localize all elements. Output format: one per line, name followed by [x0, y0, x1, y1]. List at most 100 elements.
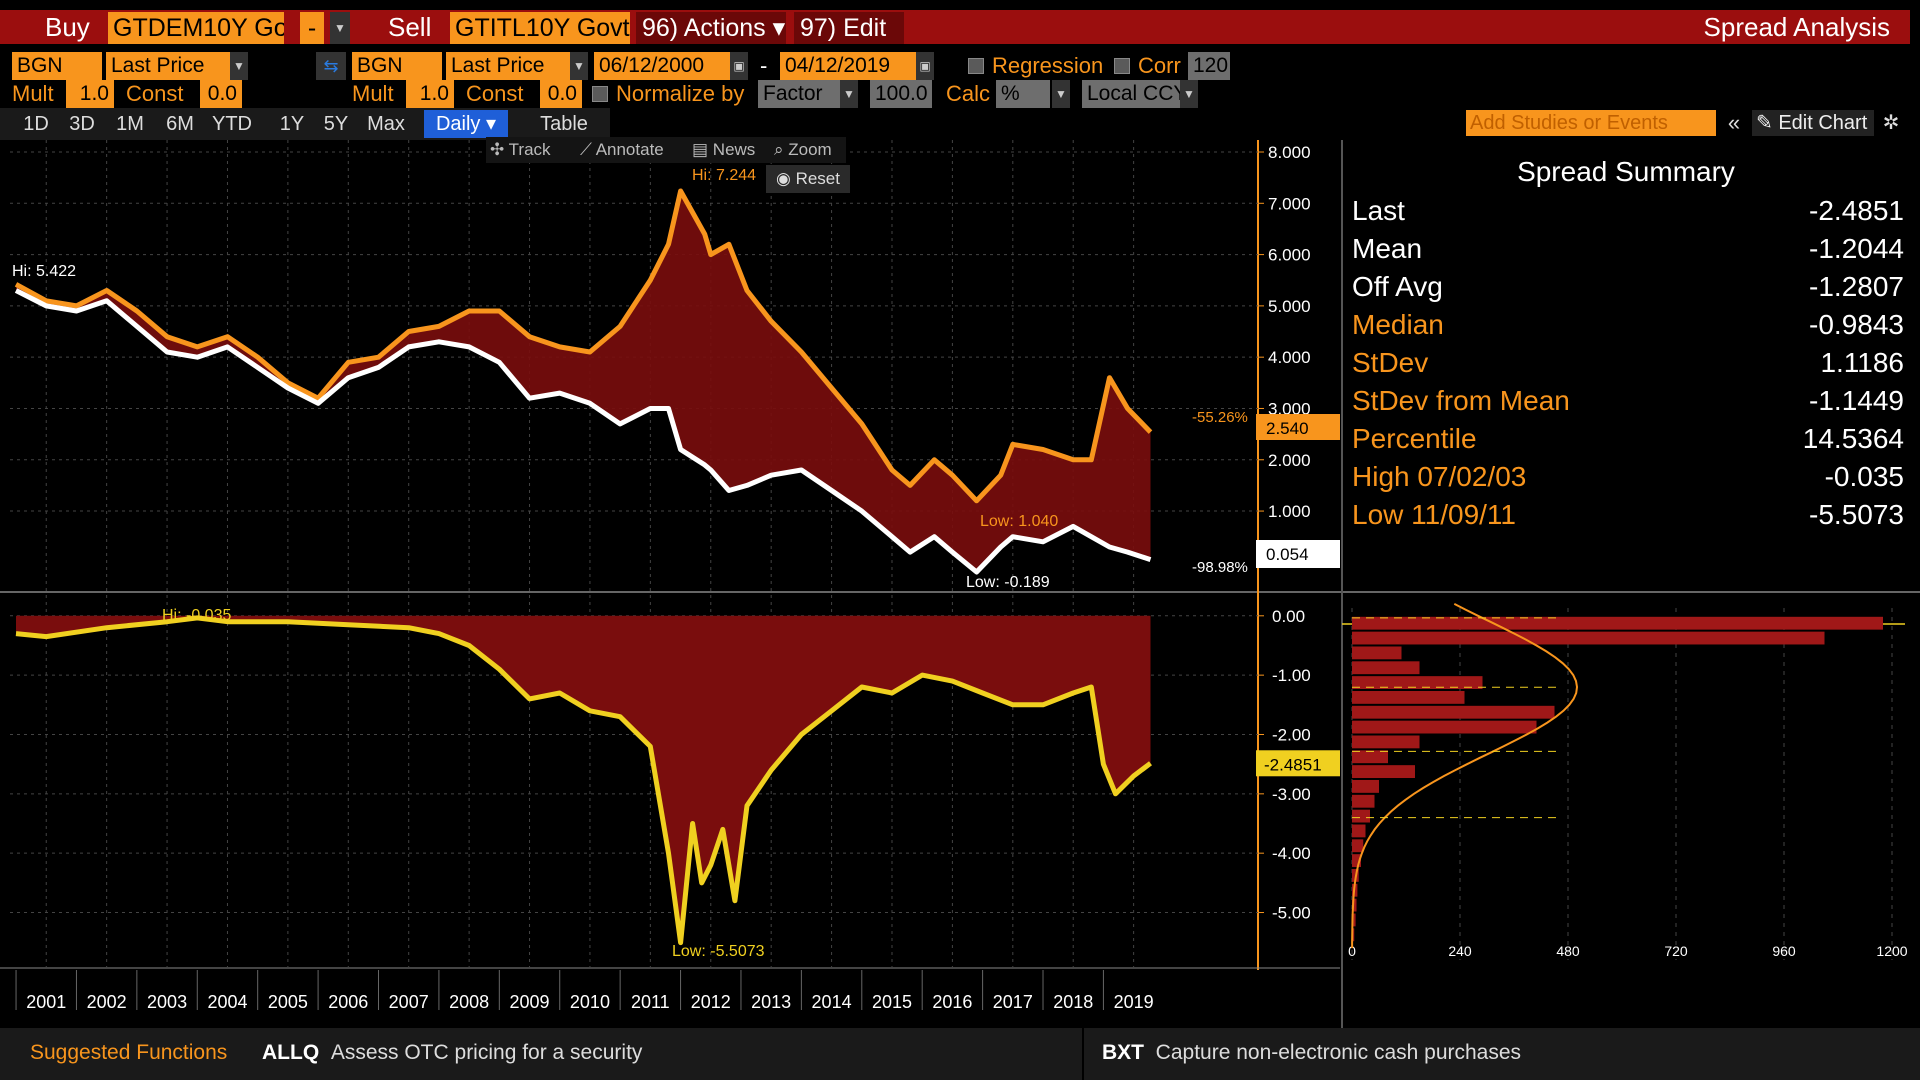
hist-bar	[1352, 676, 1483, 689]
factor-dropdown-icon[interactable]: ▼	[840, 80, 858, 108]
const2-field[interactable]: 0.0	[540, 80, 582, 108]
mult1-field[interactable]: 1.0	[66, 80, 114, 108]
hist-bar	[1352, 913, 1356, 927]
normal-curve	[1351, 603, 1579, 949]
regression-checkbox[interactable]	[968, 58, 984, 74]
period-tab-3d[interactable]: 3D	[69, 113, 95, 135]
gear-icon[interactable]: ✲	[1882, 112, 1900, 134]
spread-chart[interactable]: 2001 2002 2003 2004 2005 2006 2007 2008 2009 2010…	[0, 140, 1920, 1060]
source1-field[interactable]: BGN	[12, 52, 102, 80]
hist-bar	[1352, 616, 1883, 630]
x-tick-label: 2013	[751, 992, 791, 1012]
news-label: News	[712, 140, 756, 159]
period-tab-1d[interactable]: 1D	[23, 113, 49, 135]
period-tab-max[interactable]: Max	[367, 113, 405, 135]
pct-orange-label: -55.26%	[1192, 409, 1248, 426]
normalize-checkbox[interactable]	[592, 86, 608, 102]
edit-menu[interactable]: 97) Edit ▾	[794, 12, 904, 74]
sell-ticker-field[interactable]: GTITL10Y Govt	[450, 12, 630, 44]
edit-chart-label: Edit Chart	[1778, 112, 1868, 134]
daily-select[interactable]: Daily ▾	[424, 110, 508, 138]
x-tick-label: 2010	[570, 992, 610, 1012]
normalize-label: Normalize by	[616, 81, 745, 106]
hist-bar	[1352, 898, 1357, 912]
calc-select[interactable]: %	[996, 80, 1050, 108]
zoom-label: Zoom	[788, 140, 832, 159]
hist-bar	[1352, 765, 1415, 778]
const1-field[interactable]: 0.0	[200, 80, 242, 108]
summary-row: High 07/02/03 -0.035	[1352, 459, 1904, 495]
period-tab-1m[interactable]: 1M	[116, 113, 144, 135]
summary-label: Last	[1352, 195, 1405, 226]
zoom-tool[interactable]: ⌕ Zoom	[774, 138, 832, 162]
pencil-icon: ✎	[1756, 112, 1773, 134]
source2-field[interactable]: BGN	[352, 52, 442, 80]
footer-fn-bxt[interactable]: BXT Capture non-electronic cash purchase…	[1102, 1038, 1521, 1068]
summary-label: StDev	[1352, 347, 1429, 378]
table-tab[interactable]: Table	[540, 113, 588, 135]
x-tick-label: 2001	[26, 992, 66, 1012]
currency-select[interactable]: Local CCY	[1082, 80, 1180, 108]
hist-bar	[1352, 824, 1366, 838]
reset-button[interactable]: ◉ Reset	[766, 165, 850, 193]
summary-value: -1.2807	[1809, 271, 1904, 302]
add-studies-input[interactable]: Add Studies or Events	[1466, 110, 1716, 136]
field2-select[interactable]: Last Price	[446, 52, 570, 80]
currency-dropdown-icon[interactable]: ▼	[1180, 80, 1198, 108]
edit-chart-button[interactable]: ✎ Edit Chart	[1752, 110, 1874, 136]
spread-tag	[1256, 750, 1340, 777]
calendar-icon[interactable]: ▣	[730, 52, 748, 80]
field1-dropdown-icon[interactable]: ▼	[230, 52, 248, 80]
chart-toolbar	[486, 137, 846, 163]
x-tick-label: 2003	[147, 992, 187, 1012]
y-tick-label: -5.00	[1272, 904, 1311, 923]
track-tool[interactable]: ✣ Track	[490, 138, 551, 162]
annotate-tool[interactable]: ⟋ Annotate	[580, 138, 664, 162]
white-price-tag	[1256, 540, 1340, 568]
magnifier-icon: ⌕	[774, 140, 789, 159]
swap-icon[interactable]: ⇆	[316, 52, 346, 80]
footer-divider	[1082, 1028, 1084, 1080]
summary-value: -0.035	[1824, 461, 1904, 492]
summary-value: -0.9843	[1809, 309, 1904, 340]
reset-icon: ◉	[776, 169, 796, 188]
minus-button[interactable]: -	[300, 12, 324, 44]
collapse-icon[interactable]: «	[1727, 110, 1741, 135]
buy-ticker-field[interactable]: GTDEM10Y Gov	[108, 12, 284, 44]
mult2-field[interactable]: 1.0	[406, 80, 454, 108]
actions-menu[interactable]: 96) Actions ▾	[636, 12, 786, 44]
corr-checkbox[interactable]	[1114, 58, 1130, 74]
period-tab-1y[interactable]: 1Y	[279, 113, 305, 135]
const1-label: Const	[126, 81, 184, 106]
start-date-field[interactable]: 06/12/2000	[594, 52, 730, 80]
summary-label: Low 11/09/11	[1352, 499, 1516, 530]
end-date-field[interactable]: 04/12/2019	[780, 52, 916, 80]
date-dash: -	[760, 53, 768, 78]
x-tick-label: 2006	[328, 992, 368, 1012]
y-tick-label: -4.00	[1272, 844, 1311, 863]
factor-select[interactable]: Factor	[758, 80, 840, 108]
annotate-icon: ⟋	[580, 140, 596, 159]
y-tick-label: 2.000	[1268, 451, 1311, 470]
field1-select[interactable]: Last Price	[106, 52, 230, 80]
y-tick-label: 3.000	[1268, 399, 1311, 418]
factor-value-field[interactable]: 100.0	[870, 80, 932, 108]
footer-fn-allq[interactable]: ALLQ Assess OTC pricing for a security	[262, 1038, 642, 1068]
field2-dropdown-icon[interactable]: ▼	[570, 52, 588, 80]
calc-dropdown-icon[interactable]: ▼	[1052, 80, 1070, 108]
x-tick-label: 2016	[932, 992, 972, 1012]
x-tick-label: 2015	[872, 992, 912, 1012]
period-tab-6m[interactable]: 6M	[166, 113, 194, 135]
period-tab-ytd[interactable]: YTD	[212, 113, 252, 135]
summary-row: StDev from Mean -1.1449	[1352, 383, 1904, 419]
news-tool[interactable]: ▤ News	[692, 138, 755, 162]
calendar-icon[interactable]: ▣	[916, 52, 934, 80]
summary-value: -1.2044	[1809, 233, 1904, 264]
title-bar	[0, 10, 1910, 44]
spread-tag-label: -2.4851	[1264, 755, 1322, 774]
corr-value-field[interactable]: 120	[1188, 52, 1230, 80]
reset-label: Reset	[795, 169, 840, 188]
x-tick-label: 2019	[1114, 992, 1154, 1012]
chevron-down-icon[interactable]: ▼	[330, 12, 350, 44]
period-tab-5y[interactable]: 5Y	[323, 113, 349, 135]
